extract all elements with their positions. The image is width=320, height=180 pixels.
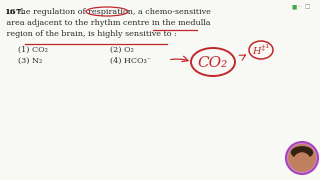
Ellipse shape (294, 152, 310, 168)
Text: region of the brain, is highly sensitive to :: region of the brain, is highly sensitive… (4, 30, 177, 38)
Circle shape (288, 144, 316, 172)
Circle shape (286, 142, 318, 174)
Ellipse shape (291, 146, 313, 159)
Text: CO₂: CO₂ (198, 56, 228, 70)
Text: □: □ (304, 4, 310, 9)
Text: area adjacent to the rhythm centre in the medulla: area adjacent to the rhythm centre in th… (4, 19, 211, 27)
Text: H⁺: H⁺ (252, 46, 266, 55)
Text: ■: ■ (292, 4, 297, 9)
Text: In the regulation of respiration, a chemo-sensitive: In the regulation of respiration, a chem… (4, 8, 211, 16)
Text: +1: +1 (260, 44, 269, 48)
Text: (4) HCO₃⁻: (4) HCO₃⁻ (110, 57, 151, 65)
Text: (2) O₂: (2) O₂ (110, 46, 134, 54)
Text: (1) CO₂: (1) CO₂ (18, 46, 48, 54)
Text: —: — (298, 4, 302, 8)
Text: (3) N₂: (3) N₂ (18, 57, 42, 65)
Text: 167.: 167. (4, 8, 25, 16)
